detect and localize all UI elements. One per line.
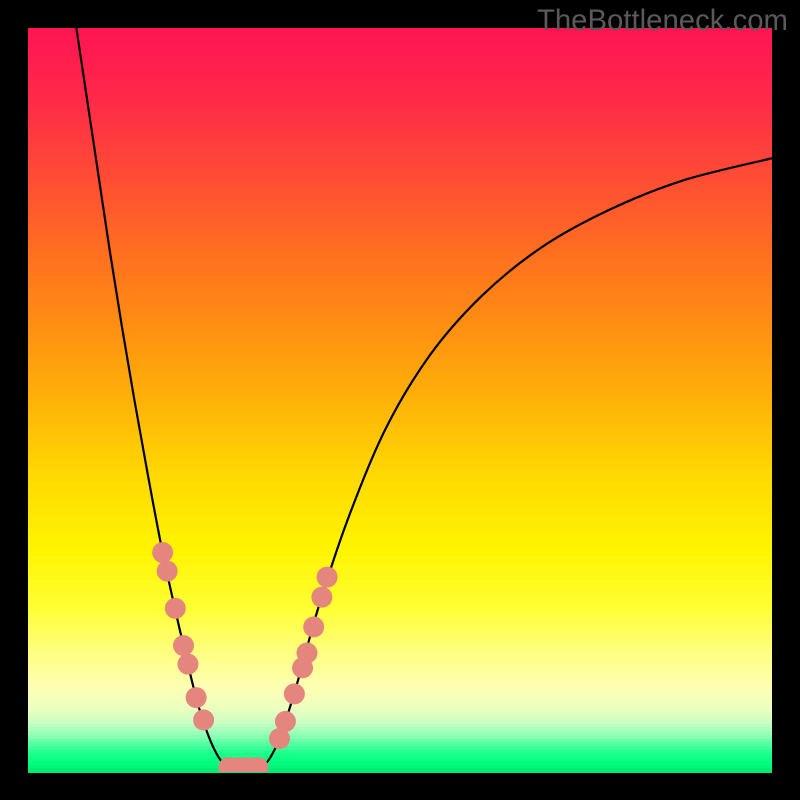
chart-frame: TheBottleneck.com [0,0,800,800]
watermark-text: TheBottleneck.com [537,4,788,38]
gradient-background [28,28,772,772]
gradient-band [28,768,772,772]
plot-area [28,28,772,772]
